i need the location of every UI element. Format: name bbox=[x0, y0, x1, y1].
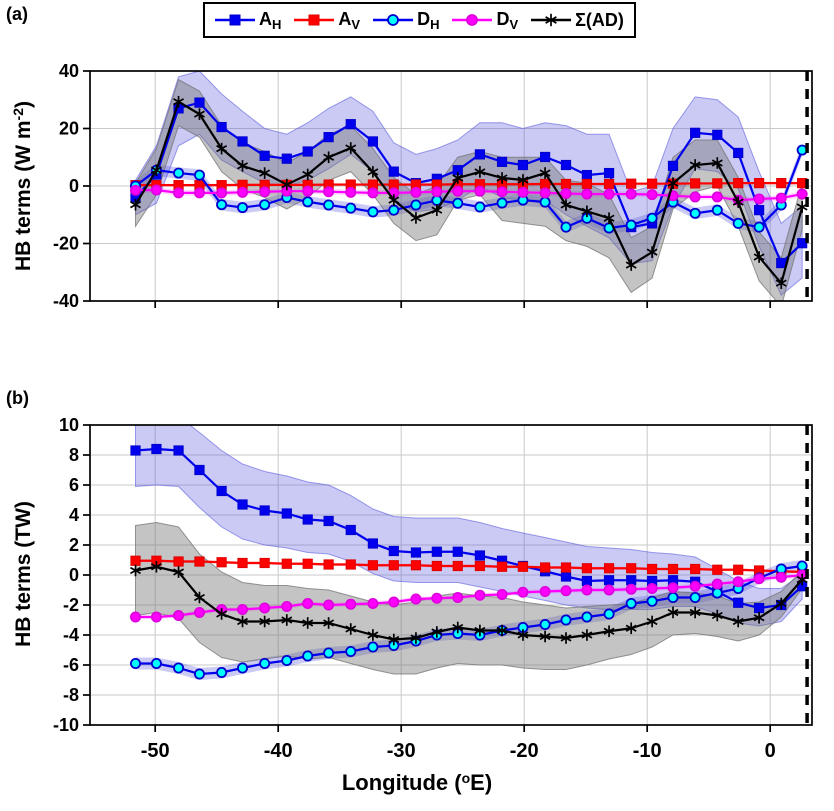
x-tick-label: -50 bbox=[141, 740, 170, 762]
y-tick-label: 2 bbox=[69, 535, 79, 555]
legend-label: AV bbox=[338, 8, 361, 32]
legend-label: AH bbox=[259, 8, 282, 32]
legend-box: AH AV DH DV Σ(AD) bbox=[203, 2, 636, 38]
legend-entry-AH: AH bbox=[215, 10, 281, 31]
markers-DV bbox=[130, 184, 808, 206]
y-tick-label: -40 bbox=[53, 291, 79, 311]
panel-b-tag: (b) bbox=[6, 388, 29, 408]
markers-DH bbox=[130, 144, 808, 234]
markers-S bbox=[130, 95, 808, 289]
markers-AV bbox=[130, 555, 808, 578]
band-AH bbox=[135, 71, 803, 297]
legend-entry-AD: Σ(AD) bbox=[531, 11, 624, 29]
markers-S bbox=[130, 560, 808, 646]
band-DH bbox=[135, 560, 803, 680]
x-tick-label: 0 bbox=[765, 740, 776, 762]
x-tick-label: -40 bbox=[264, 740, 293, 762]
y-tick-label: -20 bbox=[53, 234, 79, 254]
square-marker-icon bbox=[215, 14, 255, 26]
legend-label: DH bbox=[417, 8, 440, 32]
panel-a-y-axis-label: HB terms (W m-2) bbox=[10, 101, 35, 271]
y-tick-label: 20 bbox=[59, 119, 79, 139]
panel-b-y-axis-label: HB terms (TW) bbox=[12, 501, 35, 647]
legend-entry-DH: DH bbox=[373, 10, 439, 31]
x-axis-label: Longitude (oE) bbox=[341, 770, 493, 795]
y-tick-label: 40 bbox=[59, 61, 79, 81]
legend-entry-AV: AV bbox=[294, 10, 360, 31]
panel-b: 10 8 6 4 2 0 -2 -4 -6 -8 -10 -50 -40 -30 -20 -10 0 bbox=[53, 415, 813, 762]
x-tick-label: -20 bbox=[510, 740, 539, 762]
y-tick-label: 6 bbox=[69, 475, 79, 495]
line-S bbox=[135, 565, 803, 641]
y-tick-label: 4 bbox=[69, 505, 79, 525]
square-marker-icon bbox=[294, 14, 335, 26]
tick-marks: 10 8 6 4 2 0 -2 -4 -6 -8 -10 -50 -40 -30 -20 -10 0 bbox=[53, 415, 776, 762]
circle-marker-icon bbox=[452, 14, 493, 26]
panel-a: 40 20 0 -20 -40 bbox=[53, 61, 813, 311]
y-tick-label: 0 bbox=[69, 176, 79, 196]
y-tick-label: -10 bbox=[53, 715, 79, 735]
legend-label: DV bbox=[496, 8, 519, 32]
y-tick-label: -4 bbox=[63, 625, 79, 645]
markers-AH bbox=[130, 97, 808, 269]
markers-DV bbox=[130, 569, 808, 623]
tick-marks: 40 20 0 -20 -40 bbox=[53, 61, 772, 311]
y-tick-label: -6 bbox=[63, 655, 79, 675]
y-tick-label: -8 bbox=[63, 685, 79, 705]
y-tick-label: 8 bbox=[69, 445, 79, 465]
circle-marker-icon bbox=[373, 14, 414, 26]
y-tick-label: -2 bbox=[63, 595, 79, 615]
x-tick-label: -10 bbox=[633, 740, 662, 762]
legend-entry-DV: DV bbox=[452, 10, 518, 31]
legend-label: Σ(AD) bbox=[575, 10, 624, 30]
asterisk-marker-icon bbox=[531, 13, 572, 27]
y-tick-label: 10 bbox=[59, 415, 79, 435]
y-tick-label: 0 bbox=[69, 565, 79, 585]
panel-a-tag: (a) bbox=[6, 4, 28, 24]
x-tick-label: -30 bbox=[387, 740, 416, 762]
